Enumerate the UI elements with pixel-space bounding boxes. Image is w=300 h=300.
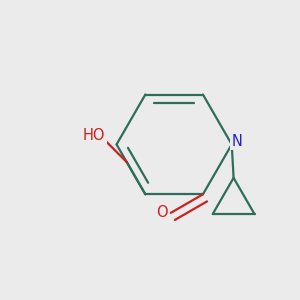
Text: N: N [231, 134, 242, 149]
Text: HO: HO [82, 128, 105, 143]
Text: O: O [156, 206, 167, 220]
